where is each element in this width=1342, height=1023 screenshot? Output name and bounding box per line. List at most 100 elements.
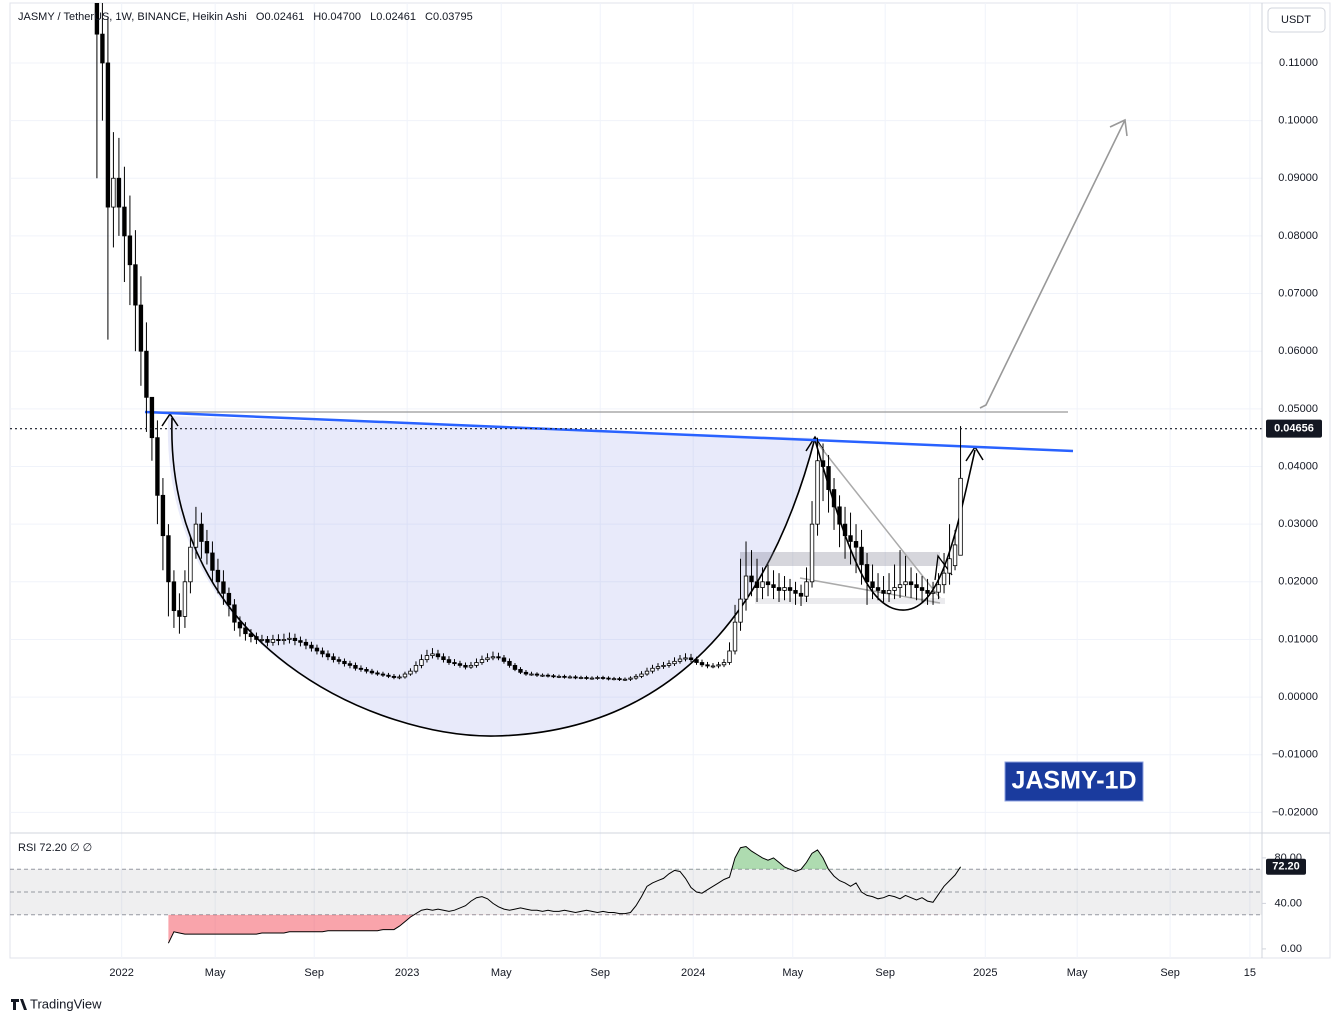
- candle-body: [908, 581, 914, 586]
- candle-body: [116, 177, 122, 208]
- candle-body: [468, 664, 474, 668]
- zone: [740, 552, 940, 566]
- rsi-value-label: 72.20: [1272, 861, 1300, 873]
- label-box: [1004, 761, 1144, 802]
- branding: TradingView: [30, 996, 102, 1011]
- candle-body: [507, 660, 512, 666]
- candle-body: [837, 506, 842, 525]
- candle-body: [303, 641, 309, 646]
- candle-body: [424, 655, 430, 661]
- candle-body: [474, 662, 479, 666]
- candle-body: [556, 675, 562, 678]
- candle-body: [749, 575, 754, 583]
- candle-body: [138, 304, 144, 352]
- candle-body: [886, 590, 892, 594]
- candle-body: [380, 673, 386, 676]
- last-price-label: 0.04656: [1274, 423, 1314, 435]
- candle-body: [254, 636, 259, 640]
- currency-button[interactable]: [1267, 7, 1326, 33]
- candle-body: [782, 587, 787, 591]
- candle-body: [831, 489, 837, 508]
- candle-body: [666, 663, 672, 666]
- x-tick-label: Sep: [304, 967, 324, 979]
- candle-body: [375, 672, 380, 675]
- candle-body: [353, 664, 358, 669]
- candle-body: [903, 581, 908, 586]
- y-tick-label: 0.03000: [1278, 518, 1318, 530]
- y-tick-label: 40.00: [1274, 897, 1302, 909]
- candle-body: [446, 659, 452, 663]
- candles: [94, 3, 963, 681]
- candle-body: [842, 523, 848, 537]
- candle-body: [105, 62, 111, 208]
- y-tick-label: 0.02000: [1278, 576, 1318, 588]
- ohlc: C0.03795: [425, 11, 473, 23]
- candle-body: [325, 653, 331, 658]
- y-tick-label: 0.08000: [1278, 230, 1318, 242]
- candle-body: [188, 546, 193, 583]
- y-tick-label: 0.09000: [1278, 172, 1318, 184]
- candle-body: [276, 639, 281, 642]
- candle-body: [413, 664, 419, 672]
- candle-body: [166, 535, 171, 583]
- rsi-legend: RSI 72.20 ∅ ∅: [18, 842, 92, 854]
- x-tick-label: Sep: [875, 967, 895, 979]
- candle-body: [776, 587, 782, 591]
- candle-body: [441, 656, 446, 661]
- candle-body: [463, 664, 468, 668]
- arrowhead: [1109, 118, 1128, 137]
- candle-body: [573, 676, 578, 679]
- candle-body: [853, 541, 859, 548]
- candle-body: [881, 590, 886, 594]
- candle-body: [683, 657, 688, 660]
- candle-body: [721, 662, 727, 666]
- candle-body: [952, 544, 958, 567]
- x-tick-label: Sep: [1160, 967, 1180, 979]
- ohlc: H0.04700: [313, 11, 361, 23]
- candle-body: [402, 673, 408, 678]
- candle-body: [265, 639, 270, 643]
- candle-body: [716, 664, 721, 667]
- candle-body: [727, 650, 732, 663]
- candle-body: [287, 637, 292, 640]
- candle-body: [529, 673, 534, 676]
- candle-body: [171, 581, 177, 612]
- candle-body: [710, 665, 716, 668]
- candle-body: [771, 584, 776, 588]
- currency-label[interactable]: USDT: [1281, 14, 1311, 26]
- candle-body: [193, 523, 199, 548]
- candle-body: [199, 523, 204, 542]
- candle-body: [787, 587, 793, 591]
- candle-body: [347, 663, 353, 666]
- candle-body: [820, 460, 826, 467]
- neckline: [144, 410, 1074, 453]
- target-arrow: [979, 119, 1126, 409]
- candle-body: [595, 677, 600, 679]
- candle-body: [435, 653, 441, 658]
- candle-body: [397, 676, 402, 679]
- candle-body: [430, 653, 435, 656]
- candle-body: [551, 675, 556, 678]
- candle-body: [358, 667, 364, 670]
- candle-body: [243, 627, 248, 635]
- candle-body: [655, 666, 661, 669]
- candle-body: [331, 656, 336, 661]
- candle-body: [914, 584, 919, 588]
- rsi-value-tag: [1266, 858, 1306, 875]
- candle-body: [512, 664, 518, 670]
- y-tick-label: 0.07000: [1278, 287, 1318, 299]
- candle-body: [320, 650, 325, 655]
- candle-body: [221, 581, 226, 594]
- candle-body: [754, 581, 760, 588]
- candle-body: [232, 604, 237, 623]
- candle-body: [210, 552, 215, 571]
- candle-body: [743, 575, 749, 600]
- x-tick-label: 2023: [395, 967, 419, 979]
- candle-body: [892, 587, 897, 591]
- candle-body: [452, 662, 457, 665]
- candle-body: [111, 177, 116, 208]
- candle-body: [826, 466, 831, 490]
- candle-body: [270, 639, 276, 643]
- candle-body: [501, 657, 507, 662]
- x-tick-label: 2024: [681, 967, 705, 979]
